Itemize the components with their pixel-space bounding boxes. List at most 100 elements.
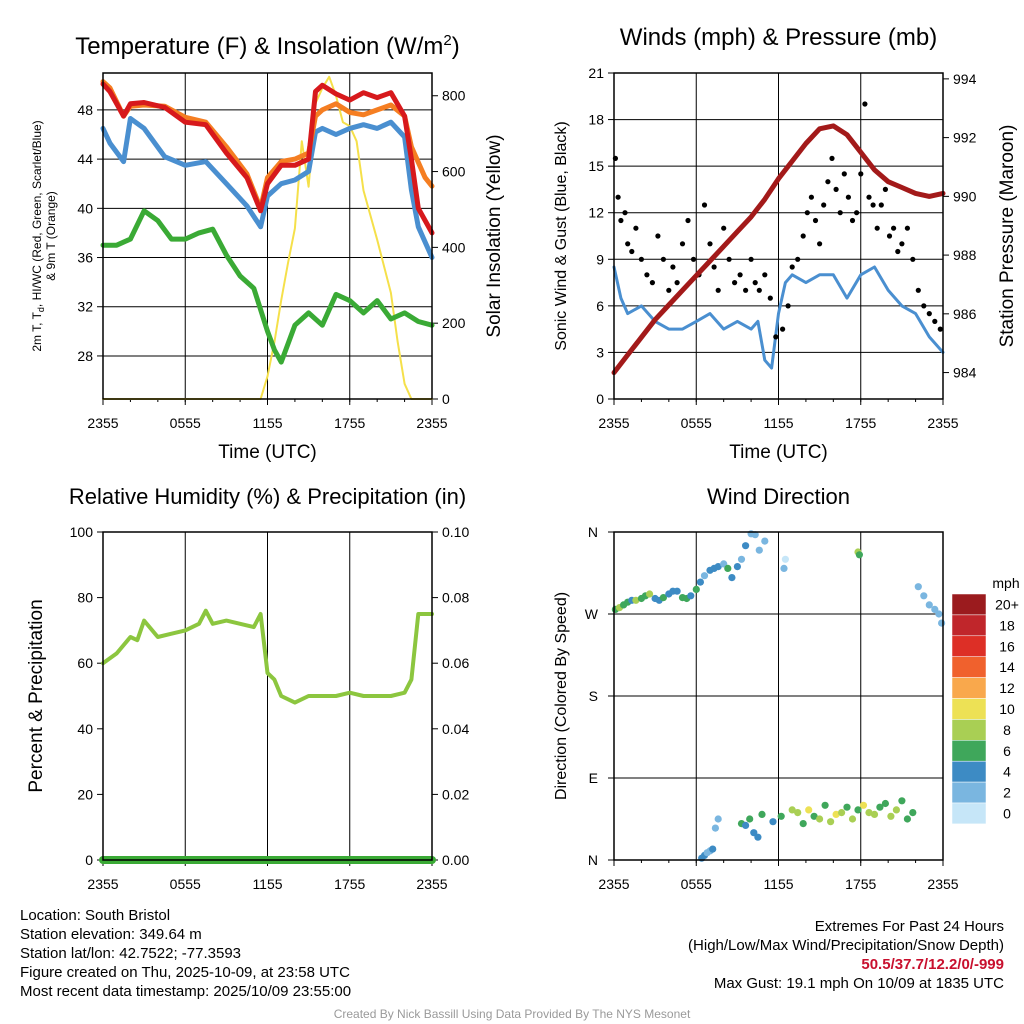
direction-point bbox=[843, 803, 851, 811]
winds-gust-point bbox=[829, 155, 835, 161]
humidity-x-tick-label: 1155 bbox=[252, 876, 282, 892]
direction-point bbox=[870, 810, 879, 819]
winds-gust-point bbox=[685, 217, 691, 224]
direction-point bbox=[737, 555, 746, 563]
direction-point bbox=[855, 551, 864, 559]
temperature-y2-tick-label: 800 bbox=[442, 88, 466, 104]
figure-created: Figure created on Thu, 2025-10-09, at 23… bbox=[20, 964, 350, 981]
direction-point bbox=[832, 810, 840, 819]
winds-gust-point bbox=[837, 210, 843, 216]
winds-gust-point bbox=[660, 256, 667, 262]
winds-gust-point bbox=[670, 264, 676, 270]
direction-x-tick-label: 2355 bbox=[927, 876, 958, 892]
direction-point bbox=[728, 574, 736, 582]
direction-point bbox=[931, 605, 939, 614]
winds-gust-point bbox=[633, 225, 639, 231]
winds-y2-tick-label: 988 bbox=[953, 247, 977, 263]
direction-point bbox=[659, 594, 668, 602]
winds-gust-point bbox=[795, 256, 801, 262]
direction-point bbox=[700, 572, 709, 580]
temperature-series-td bbox=[100, 208, 435, 365]
winds-gust-point bbox=[849, 217, 856, 224]
winds-gust-point bbox=[707, 241, 713, 247]
winds-gust-point bbox=[926, 311, 932, 317]
humidity-y-tick-label: 100 bbox=[70, 524, 94, 540]
extremes-subtitle: (High/Low/Max Wind/Precipitation/Snow De… bbox=[688, 937, 1004, 954]
winds-gust-point bbox=[915, 287, 921, 293]
direction-point bbox=[887, 812, 895, 820]
winds-gust-point bbox=[921, 303, 927, 309]
winds-gust-point bbox=[629, 248, 635, 255]
winds-gust-point bbox=[886, 233, 893, 239]
direction-point bbox=[935, 610, 943, 618]
direction-legend-label: 18 bbox=[999, 617, 1015, 633]
direction-point bbox=[780, 564, 788, 573]
winds-gust-point bbox=[812, 217, 819, 224]
direction-x-tick-label: 0555 bbox=[681, 876, 712, 892]
winds-y-tick-label: 15 bbox=[588, 158, 604, 174]
extremes-info: Extremes For Past 24 Hours (High/Low/Max… bbox=[688, 917, 1004, 993]
winds-gust-point bbox=[752, 280, 758, 286]
direction-point bbox=[881, 799, 890, 808]
temperature-y-tick-label: 28 bbox=[77, 348, 93, 364]
direction-point bbox=[781, 555, 790, 563]
humidity-y2-tick-label: 0.10 bbox=[442, 524, 469, 540]
direction-point bbox=[769, 818, 777, 826]
winds-y2-axis-label: Station Pressure (Maroon) bbox=[997, 125, 1018, 348]
direction-y-tick-label: E bbox=[589, 770, 598, 786]
direction-point bbox=[692, 585, 700, 594]
winds-gust-point bbox=[866, 194, 872, 200]
direction-point bbox=[632, 596, 640, 604]
winds-gust-point bbox=[854, 210, 860, 216]
winds-gust-point bbox=[862, 101, 868, 107]
winds-gust-point bbox=[817, 241, 823, 247]
direction-legend-swatch bbox=[951, 698, 987, 720]
temperature-ylabel-part3: , HI/WC (Red, Green, Scarlet/Blue) bbox=[30, 120, 44, 307]
winds-gust-point bbox=[780, 326, 786, 332]
direction-point bbox=[755, 546, 763, 554]
winds-gust-point bbox=[895, 248, 901, 255]
extremes-values: 50.5/37.7/12.2/0/-999 bbox=[861, 956, 1004, 973]
direction-point bbox=[909, 809, 917, 817]
direction-legend-label: 6 bbox=[1003, 743, 1011, 759]
winds-gust-point bbox=[845, 194, 852, 200]
winds-series-sonic-wind bbox=[612, 265, 945, 370]
direction-y-tick-label: S bbox=[589, 688, 598, 704]
direction-legend-swatch bbox=[951, 740, 987, 762]
direction-point bbox=[859, 801, 868, 809]
winds-x-axis-label: Time (UTC) bbox=[729, 442, 828, 463]
direction-legend-swatch bbox=[951, 760, 987, 783]
humidity-plot-border bbox=[102, 531, 433, 861]
temperature-series-2m-t bbox=[100, 81, 435, 236]
winds-gust-point bbox=[732, 280, 738, 286]
winds-gust-point bbox=[904, 225, 911, 231]
temperature-y2-axis-label: Solar Insolation (Yellow) bbox=[484, 134, 505, 337]
direction-point bbox=[838, 809, 846, 817]
direction-point bbox=[788, 806, 796, 814]
humidity-y2-tick-label: 0.00 bbox=[442, 852, 469, 868]
direction-point bbox=[742, 821, 750, 830]
winds-gust-point bbox=[773, 334, 779, 340]
temperature-x-axis-label: Time (UTC) bbox=[218, 442, 317, 463]
temperature-plot-border bbox=[102, 72, 433, 400]
winds-gust-point bbox=[618, 217, 624, 224]
winds-gust-point bbox=[874, 225, 880, 231]
direction-point bbox=[799, 820, 807, 828]
direction-x-tick-label: 1755 bbox=[845, 876, 876, 892]
temperature-ylabel-part1: 2m T, T bbox=[30, 311, 44, 351]
direction-x-tick-label: 1155 bbox=[763, 876, 793, 892]
direction-point bbox=[805, 806, 813, 814]
winds-gust-point bbox=[649, 280, 656, 286]
humidity-chart-title: Relative Humidity (%) & Precipitation (i… bbox=[69, 484, 466, 509]
humidity-y2-tick-label: 0.08 bbox=[442, 590, 469, 606]
temperature-series-hi-wc bbox=[100, 116, 435, 260]
temperature-title-sup: 2 bbox=[443, 32, 451, 49]
direction-point bbox=[903, 815, 912, 823]
winds-y-tick-label: 9 bbox=[596, 251, 604, 267]
humidity-y2-tick-label: 0.02 bbox=[442, 786, 469, 802]
direction-point bbox=[827, 818, 835, 826]
direction-legend-label: 10 bbox=[999, 701, 1015, 717]
direction-y-axis-label: Direction (Colored By Speed) bbox=[553, 592, 570, 800]
direction-point bbox=[920, 592, 928, 600]
